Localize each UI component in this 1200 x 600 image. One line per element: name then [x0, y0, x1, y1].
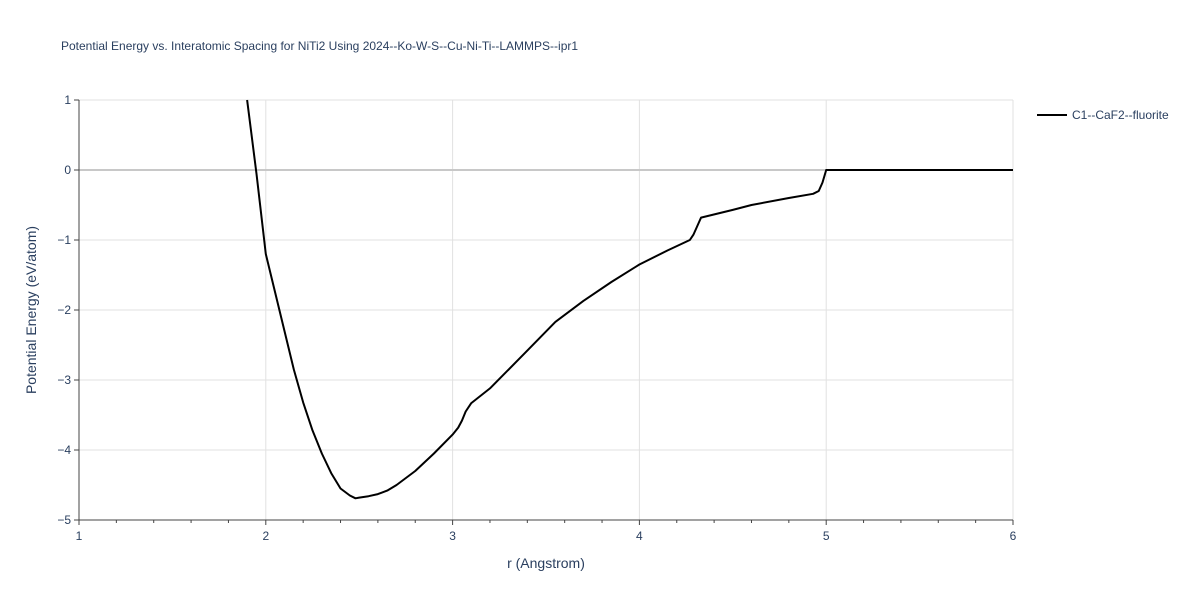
series-group	[246, 99, 1013, 500]
y-tick-label: −1	[57, 233, 71, 247]
y-tick-label: −5	[57, 513, 71, 527]
x-tick-label: 6	[1010, 529, 1017, 543]
legend-label: C1--CaF2--fluorite	[1072, 108, 1169, 122]
series-line	[246, 99, 1013, 500]
y-tick-label: −2	[57, 303, 71, 317]
axis-ticks: 1 2 3 4 5 6 1 0 −1 −2 −3 −4 −5	[57, 93, 1016, 543]
y-axis-title: Potential Energy (eV/atom)	[23, 226, 39, 394]
y-tick-label: −4	[57, 443, 71, 457]
x-axis-title: r (Angstrom)	[507, 555, 585, 571]
grid-lines	[79, 99, 1014, 520]
x-tick-label: 4	[636, 529, 643, 543]
x-tick-label: 5	[823, 529, 830, 543]
legend[interactable]: C1--CaF2--fluorite	[1037, 108, 1169, 122]
chart-title: Potential Energy vs. Interatomic Spacing…	[61, 39, 578, 53]
x-tick-label: 2	[262, 529, 269, 543]
y-tick-label: −3	[57, 373, 71, 387]
x-tick-label: 1	[76, 529, 83, 543]
y-tick-label: 1	[64, 93, 71, 107]
y-tick-label: 0	[64, 163, 71, 177]
x-tick-label: 3	[449, 529, 456, 543]
